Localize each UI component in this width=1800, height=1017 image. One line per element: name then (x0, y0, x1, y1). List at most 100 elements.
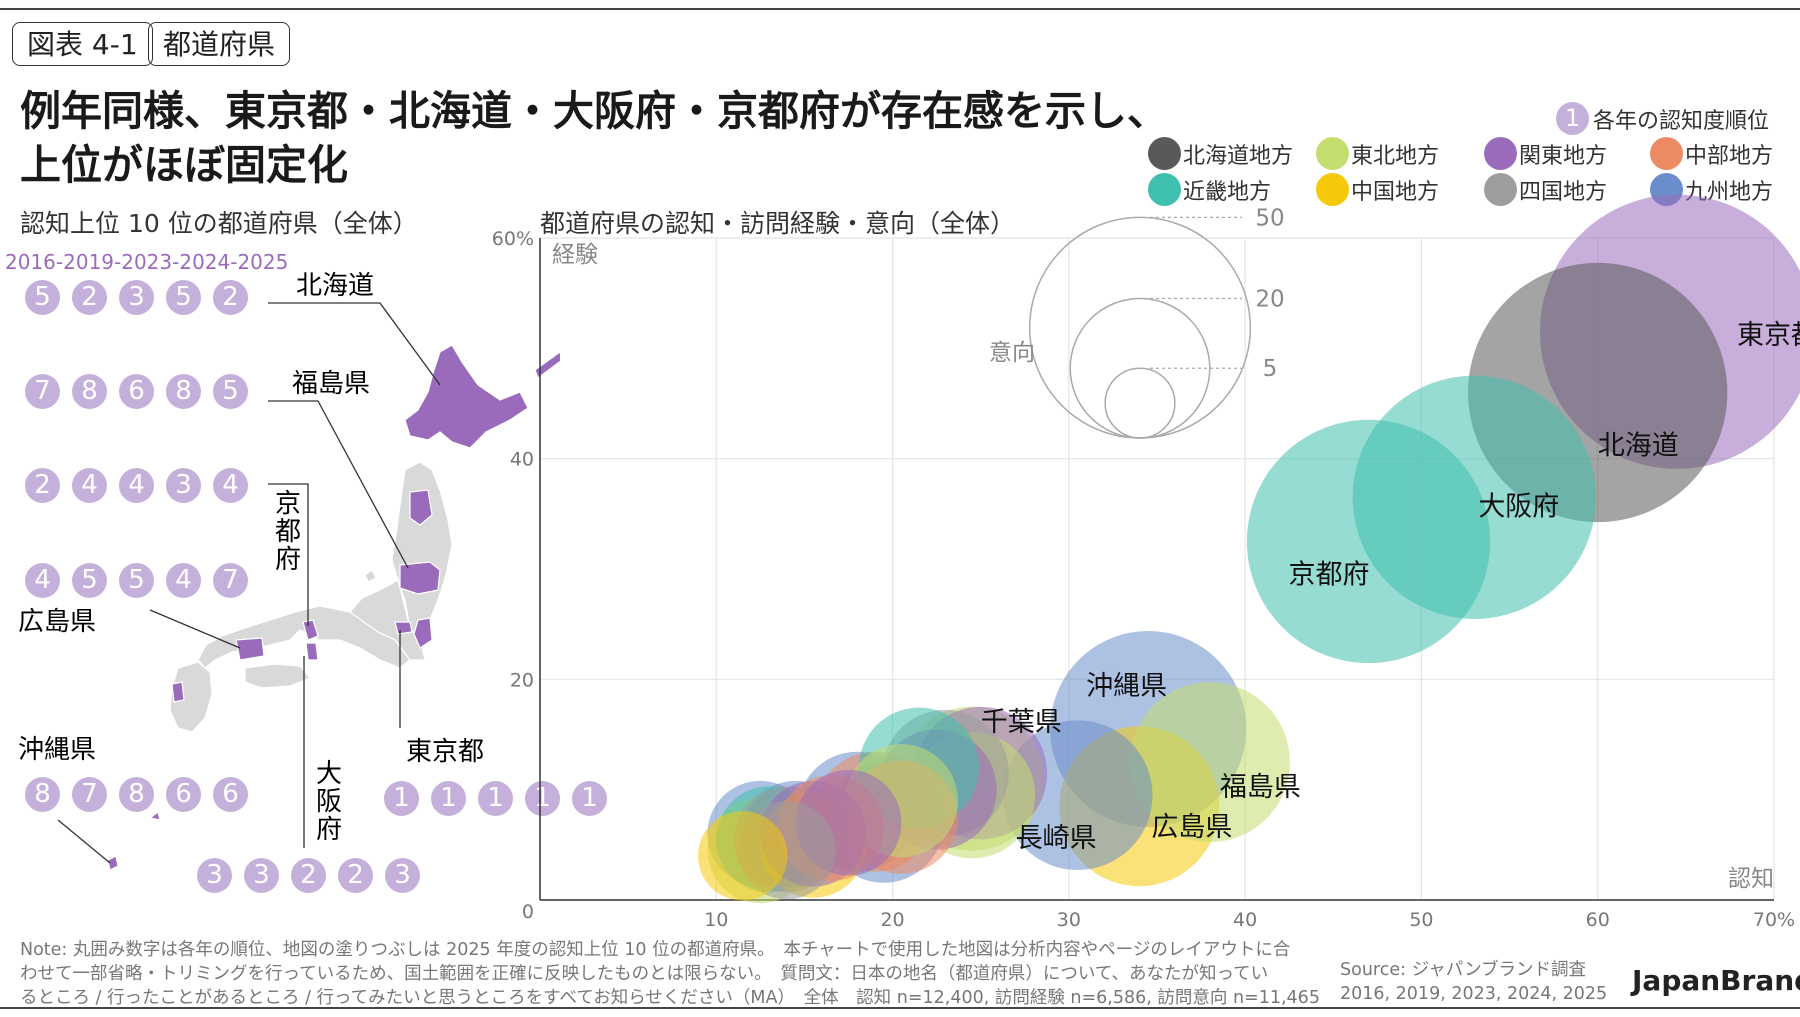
rank-badge: 2 (338, 858, 373, 893)
leader-hiroshima (149, 609, 241, 649)
legend-label: 東北地方 (1351, 143, 1440, 169)
legend-label: 関東地方 (1519, 143, 1608, 169)
leader-hokkaido (268, 302, 441, 386)
legend-item-region: 北海道地方 (1148, 137, 1293, 170)
sado-shape (364, 569, 377, 583)
map-label-tokyo: 東京都 (406, 737, 484, 767)
left-panel-title: 認知上位 10 位の都道府県（全体） (20, 209, 418, 238)
rank-badge: 1 (525, 781, 560, 816)
rank-badge: 3 (197, 858, 232, 893)
brand-logo: JapanBrand (1632, 964, 1800, 997)
rank-badge: 5 (72, 563, 107, 598)
legend-item-region: 関東地方 (1484, 137, 1607, 170)
size-legend: 50 20 5 意向 (989, 205, 1285, 439)
size-legend-value: 20 (1255, 286, 1284, 312)
x-tick-label: 20 (880, 909, 904, 930)
rank-legend-label: 各年の認知度順位 (1593, 108, 1770, 134)
map-label-fukushima: 福島県 (292, 369, 370, 399)
rank-badge: 3 (244, 858, 279, 893)
legend-item-region: 中部地方 (1650, 137, 1773, 170)
bubble-label: 東京都 (1737, 320, 1800, 351)
size-legend-label: 意向 (989, 340, 1035, 366)
headline: 例年同様、東京都・北海道・大阪府・京都府が存在感を示し、 上位がほぼ固定化 (20, 84, 1168, 192)
bubble-labels: 東京都北海道大阪府京都府沖縄県福島県広島県 長崎県 千葉県 (981, 320, 1800, 854)
rank-badge: 1 (431, 781, 466, 816)
rank-badge: 1 (478, 781, 513, 816)
leader-kyoto (268, 483, 309, 626)
size-legend-circle (1104, 367, 1176, 439)
map-label-okinawa: 沖縄県 (18, 735, 96, 765)
y-tick-label: 40 (510, 449, 534, 471)
figure-number-tag: 図表 4-1 (12, 22, 153, 66)
legend-item-region: 近畿地方 (1148, 173, 1271, 206)
legend-swatch (1148, 137, 1181, 170)
bubble-label: 京都府 (1289, 559, 1370, 590)
legend-label: 中国地方 (1351, 179, 1440, 205)
rank-badge: 4 (119, 468, 154, 503)
map-okinawa (107, 855, 119, 871)
map-kyoto (302, 619, 319, 641)
rank-badge: 4 (72, 468, 107, 503)
shikoku-shape (244, 663, 311, 689)
chart-title: 都道府県の認知・訪問経験・意向（全体） (540, 209, 1016, 238)
bubble-label: 沖縄県 (1086, 671, 1167, 702)
rank-badge: 7 (25, 374, 60, 409)
x-tick-label: 70% (1753, 909, 1795, 930)
legend-label: 四国地方 (1519, 179, 1608, 205)
headline-line-1: 例年同様、東京都・北海道・大阪府・京都府が存在感を示し、 (20, 87, 1168, 135)
rank-badge: 8 (25, 777, 60, 812)
bubble-label: 大阪府 (1478, 491, 1559, 522)
rank-badge: 7 (72, 777, 107, 812)
rank-legend-dot: 1 (1556, 102, 1589, 135)
x-tick-label: 50 (1409, 909, 1433, 930)
rank-badge: 4 (25, 563, 60, 598)
rank-badge: 6 (119, 374, 154, 409)
map-nagasaki (171, 681, 185, 703)
bubble-label: 千葉県 (981, 707, 1062, 738)
footnote: Note: 丸囲み数字は各年の順位、地図の塗りつぶしは 2025 年度の認知上位… (20, 940, 1320, 1008)
legend-swatch (1650, 137, 1683, 170)
rank-badge: 8 (119, 777, 154, 812)
map-okinawa-islands (148, 810, 161, 821)
rank-badge: 7 (213, 563, 248, 598)
x-axis-label: 認知 (1728, 866, 1774, 892)
rank-badge: 8 (166, 374, 201, 409)
rank-legend: 1 各年の認知度順位 (1556, 102, 1769, 135)
bubble-label: 福島県 (1220, 772, 1301, 803)
bottom-rule (0, 1007, 1800, 1009)
map-hiroshima (235, 637, 265, 661)
japan-map: 北海道 福島県 広島県 沖縄県 東京都 京都府 大阪府 (18, 271, 560, 871)
leader-fukushima (268, 400, 409, 569)
map-label-hiroshima: 広島県 (18, 607, 96, 637)
rank-badge: 6 (166, 777, 201, 812)
bubble-label: 北海道 (1598, 430, 1679, 461)
legend-label: 近畿地方 (1183, 179, 1272, 205)
x-tick-label: 30 (1057, 909, 1081, 930)
leader-okinawa (57, 819, 111, 864)
size-legend-value: 5 (1263, 356, 1278, 382)
headline-line-2: 上位がほぼ固定化 (20, 141, 348, 189)
rank-badge: 1 (572, 781, 607, 816)
legend-label: 北海道地方 (1183, 143, 1294, 169)
x-tick-label: 10 (704, 909, 728, 930)
legend-swatch (1316, 137, 1349, 170)
map-label-hokkaido: 北海道 (296, 271, 374, 301)
bubble-label: 広島県 (1151, 812, 1232, 843)
size-legend-circle (1028, 216, 1252, 439)
rank-badge: 4 (166, 563, 201, 598)
size-legend-value: 50 (1255, 205, 1284, 231)
rank-badge: 8 (72, 374, 107, 409)
map-akita (409, 489, 433, 526)
bubble-label: 長崎県 (1016, 823, 1097, 854)
rank-badge: 6 (213, 777, 248, 812)
map-hokkaido (404, 344, 529, 449)
map-tokyo (394, 621, 413, 635)
y-tick-label: 60% (492, 228, 534, 250)
bubble (1352, 375, 1596, 619)
map-highlight (107, 344, 560, 871)
y-tick-label: 20 (510, 669, 534, 691)
rank-badge: 1 (384, 781, 419, 816)
rank-badge: 5 (119, 563, 154, 598)
legend-item-region: 四国地方 (1484, 173, 1607, 206)
